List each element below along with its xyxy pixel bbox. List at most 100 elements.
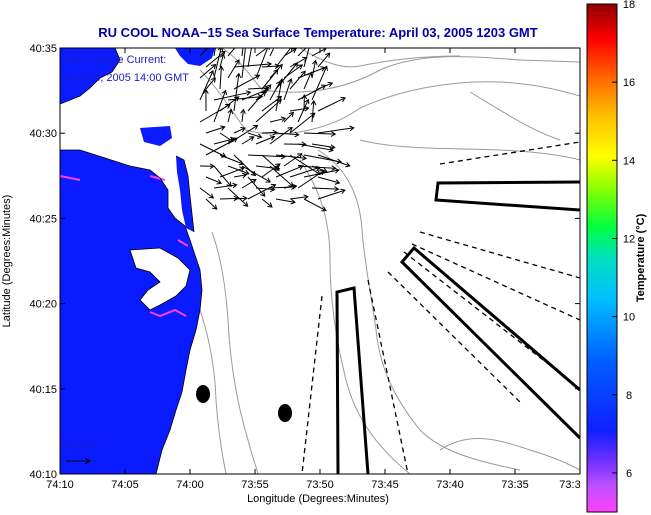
- x-tick-label: 74:10: [46, 479, 74, 491]
- current-vector: [289, 70, 306, 90]
- bay-pink-fringe: [149, 308, 187, 318]
- current-vector: [303, 198, 327, 212]
- colorbar-tick-label: 6: [626, 468, 632, 480]
- colorbar-tick-label: 16: [623, 77, 635, 89]
- scale-arrowhead: [84, 457, 91, 465]
- x-axis-label: Longitude (Degrees:Minutes): [247, 493, 389, 505]
- current-vector: [255, 165, 281, 172]
- current-vector: [261, 163, 281, 178]
- colorbar: [586, 3, 618, 513]
- current-date-label: April 03, 2005 14:00 GMT: [63, 72, 189, 84]
- colorbar-ticks: 6 8 10 12 14 16 18: [612, 0, 635, 480]
- station-marker-1: [196, 385, 210, 403]
- current-vector: [297, 48, 307, 57]
- current-vector: [297, 98, 310, 123]
- current-vector: [205, 198, 218, 210]
- x-tick-label: 74:00: [176, 479, 204, 491]
- current-vector: [269, 48, 275, 57]
- current-vector: [275, 154, 308, 161]
- current-vector: [311, 59, 318, 79]
- current-vector: [310, 99, 317, 123]
- x-tick-label: 74:05: [111, 479, 139, 491]
- current-vector: [227, 187, 249, 207]
- current-vector: [289, 105, 310, 112]
- y-tick-label: 40:35: [29, 43, 57, 55]
- current-vector: [317, 154, 351, 168]
- x-tick-label: 73:45: [371, 479, 399, 491]
- raritan-bay-water: [129, 247, 191, 311]
- current-vector: [203, 88, 209, 112]
- current-vector: [233, 195, 248, 202]
- colorbar-tick-label: 8: [626, 390, 632, 402]
- current-vector: [213, 89, 227, 123]
- current-vector: [241, 48, 244, 57]
- current-vector: [283, 78, 293, 101]
- current-vector: [303, 48, 310, 68]
- current-vector: [311, 186, 340, 192]
- x-tick-label: 73:55: [241, 479, 269, 491]
- current-vector: [269, 116, 287, 123]
- land-long-island-top: [60, 48, 120, 104]
- current-vector: [218, 65, 224, 90]
- y-tick-label: 40:25: [29, 213, 57, 225]
- x-axis-ticks: 74:10 74:05 74:00 73:55 73:50 73:45 73:40 73:35…: [46, 48, 581, 491]
- coast-pink-fringe: [60, 175, 189, 247]
- current-vector: [283, 111, 295, 123]
- current-vector: [255, 48, 268, 57]
- current-vector: [247, 176, 266, 197]
- current-vector: [227, 108, 234, 123]
- current-vector: [317, 52, 331, 68]
- surface-current-vectors: [199, 48, 355, 212]
- current-vector: [205, 176, 223, 185]
- current-vector: [205, 77, 216, 90]
- current-vector: [255, 135, 276, 145]
- y-tick-label: 40:15: [29, 384, 57, 396]
- plot-area: 50 cm/s: [60, 48, 580, 474]
- current-vector: [275, 77, 285, 112]
- current-vector: [261, 68, 279, 90]
- y-axis-label: Latitude (Degrees:Minutes): [1, 195, 13, 328]
- y-tick-label: 40:10: [29, 469, 57, 481]
- current-vector: [233, 72, 242, 112]
- x-tick-label: 73:40: [436, 479, 464, 491]
- current-vector: [247, 132, 263, 139]
- current-vector: [247, 153, 287, 160]
- current-vector: [283, 153, 303, 167]
- current-vector: [269, 126, 293, 145]
- current-vector: [247, 84, 272, 112]
- current-vector: [241, 179, 257, 189]
- current-vector: [233, 74, 261, 90]
- current-vector: [240, 108, 246, 123]
- bathymetry-contours: [199, 48, 580, 474]
- current-vector: [241, 136, 255, 145]
- current-vector: [261, 129, 278, 136]
- chart-title: RU COOL NOAA−15 Sea Surface Temperature:…: [98, 25, 537, 40]
- current-vector: [255, 99, 282, 123]
- current-vector: [205, 137, 239, 156]
- x-tick-label: 73:35: [501, 479, 529, 491]
- current-vector: [205, 125, 226, 134]
- current-vector: [275, 131, 300, 138]
- current-vector: [241, 87, 270, 101]
- current-vector: [219, 53, 226, 68]
- current-vector: [241, 165, 271, 183]
- current-vector: [303, 71, 313, 90]
- current-vector: [311, 65, 328, 101]
- colorbar-label: Temperature (°C): [635, 213, 647, 302]
- x-tick-label: 73:3: [559, 479, 580, 491]
- current-vector: [289, 165, 321, 178]
- y-tick-label: 40:30: [29, 128, 57, 140]
- current-vector: [227, 48, 236, 57]
- current-vector: [317, 125, 355, 134]
- land-sandy-hook: [176, 156, 194, 232]
- current-vector: [199, 63, 217, 79]
- current-vector: [227, 59, 240, 79]
- current-vector: [297, 143, 334, 153]
- current-vector: [283, 183, 298, 190]
- current-vector: [219, 166, 245, 178]
- colorbar-tick-label: 12: [623, 233, 635, 245]
- current-vector: [199, 69, 215, 101]
- current-vector: [233, 61, 273, 68]
- current-vector: [317, 96, 346, 112]
